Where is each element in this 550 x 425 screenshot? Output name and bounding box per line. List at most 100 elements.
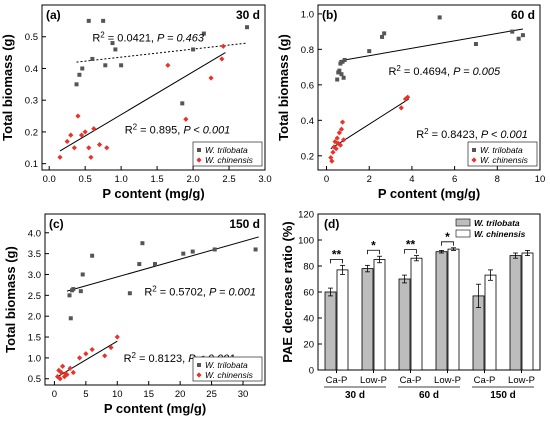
- legend-marker: [472, 148, 476, 152]
- x-tick-label: 1.5: [150, 174, 163, 185]
- y-tick-label: 0.6: [301, 80, 314, 91]
- data-point: [340, 59, 345, 64]
- bar: [398, 278, 411, 371]
- data-point: [140, 241, 145, 246]
- period-label: 30 d: [236, 8, 260, 22]
- panel-label: (d): [324, 217, 339, 231]
- significance-label: **: [332, 247, 342, 261]
- data-point: [137, 262, 142, 267]
- panel-b: 0 2 4 6 8 10 0.2 0.4 0.6 0.8 1.0 (b) 60 d P content (…: [276, 4, 546, 201]
- data-point: [114, 334, 120, 340]
- x-tick-label: 10: [112, 389, 123, 400]
- data-point: [339, 72, 344, 77]
- data-point: [516, 36, 521, 41]
- x-tick-label: 6: [452, 174, 457, 185]
- data-point: [80, 66, 85, 71]
- bar: [361, 268, 374, 371]
- r2-annotation: R2 = 0.8423, P < 0.001: [416, 127, 528, 141]
- r2-annotation: R2 = 0.0421, P = 0.463: [92, 30, 205, 44]
- category-label: Low-P: [360, 375, 387, 386]
- significance-bracket: [330, 258, 343, 264]
- y-tick-label: 0.3: [25, 96, 38, 107]
- y-tick-label: 4.0: [28, 228, 41, 239]
- y-tick-label: 60: [303, 288, 314, 299]
- data-point: [341, 137, 347, 143]
- data-point: [110, 41, 115, 46]
- significance-label: **: [406, 238, 416, 252]
- bar: [484, 274, 497, 371]
- data-point: [437, 15, 442, 20]
- x-tick-label: 5: [83, 389, 88, 400]
- category-label: Ca-P: [326, 375, 348, 386]
- y-tick-label: 0.5: [28, 374, 41, 385]
- significance-bracket: [441, 241, 454, 246]
- period-label: 60 d: [511, 8, 535, 22]
- panel-a: 0.0 0.5 1.0 1.5 2.0 2.5 3.0 0.1 0.2 0.3 0.4 0.5 (a) 3…: [0, 4, 272, 201]
- data-point: [329, 158, 335, 164]
- data-point: [90, 253, 95, 258]
- legend-label: W. trilobata: [474, 218, 520, 228]
- legend-label: W. chinensis: [205, 155, 254, 165]
- group-label: 60 d: [419, 390, 439, 401]
- group-label: 30 d: [345, 390, 365, 401]
- data-point: [473, 42, 478, 47]
- data-point: [71, 287, 76, 292]
- legend-box: [192, 356, 263, 382]
- x-tick-label: 1.0: [115, 174, 128, 185]
- y-axis-title: PAE decrease ratio (%): [280, 221, 295, 362]
- data-point: [56, 367, 62, 374]
- data-point: [60, 363, 66, 369]
- data-point: [334, 135, 340, 141]
- data-point: [113, 47, 118, 52]
- data-point: [337, 142, 344, 148]
- data-point: [77, 72, 82, 77]
- data-point: [64, 138, 70, 145]
- data-point: [70, 369, 76, 376]
- legend-label: W. trilobata: [480, 145, 523, 155]
- panel-label: (a): [46, 8, 61, 22]
- y-tick-label: 0.4: [25, 64, 38, 75]
- legend-label: W. chinensis: [480, 155, 529, 165]
- y-tick-label: 80: [303, 262, 314, 273]
- category-label: Low-P: [434, 375, 461, 386]
- data-point: [328, 154, 334, 161]
- data-point: [103, 63, 108, 68]
- bar: [447, 248, 460, 371]
- y-tick-label: 2.0: [28, 312, 41, 323]
- legend-marker: [196, 372, 202, 378]
- legend-label: W. chinensis: [205, 370, 254, 380]
- x-axis-title: P content (mg/g): [378, 186, 480, 201]
- category-label: Ca-P: [400, 375, 422, 386]
- data-point: [74, 82, 79, 87]
- data-point: [398, 105, 404, 111]
- data-point: [180, 101, 185, 106]
- data-point: [80, 272, 85, 277]
- data-point: [342, 58, 347, 62]
- legend-marker: [196, 157, 202, 163]
- data-point: [337, 68, 342, 73]
- data-point: [153, 262, 157, 267]
- data-point: [382, 31, 387, 36]
- bar: [324, 291, 337, 371]
- x-tick-label: 2.0: [186, 174, 199, 185]
- x-tick-label: 8: [495, 174, 500, 185]
- legend-marker: [197, 148, 201, 152]
- period-label: 150 d: [229, 217, 260, 231]
- y-tick-label: 1.0: [301, 9, 314, 20]
- x-tick-label: 10: [535, 174, 546, 185]
- x-tick-label: 0: [324, 174, 329, 185]
- x-axis-title: P content (mg/g): [104, 401, 206, 416]
- category-label: Low-P: [508, 375, 535, 386]
- y-tick-label: 0.5: [25, 32, 38, 43]
- y-axis-title: Total biomass (g): [3, 246, 18, 353]
- fit-line: [59, 52, 226, 152]
- data-point: [380, 34, 385, 39]
- r2-annotation: R2 = 0.895, P < 0.001: [125, 123, 231, 137]
- data-point: [57, 154, 63, 160]
- data-point: [510, 29, 515, 34]
- data-point: [54, 374, 61, 380]
- panel-label: (b): [322, 8, 337, 22]
- y-tick-label: 2.5: [28, 291, 41, 302]
